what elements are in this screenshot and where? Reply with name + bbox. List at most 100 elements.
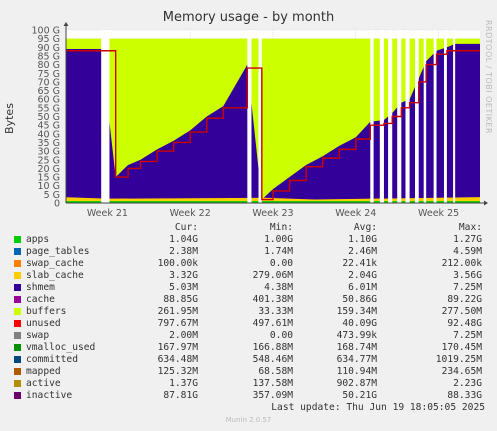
legend-name: slab_cache [26,270,84,281]
data-gap [379,30,384,203]
legend-max: 89.22G [447,294,482,305]
legend-min: 4.38M [264,282,293,293]
legend-row-buffers: buffers 261.95M 33.33M 159.34M 277.50M [12,306,492,318]
header-avg: Avg: [353,222,377,233]
y-tick-label: 60 G [38,95,60,106]
legend-swatch [14,296,21,303]
legend-swatch [14,356,21,363]
x-tick-label: Week 21 [87,208,128,219]
y-tick-label: 50 G [38,112,60,123]
legend-name: buffers [26,306,67,317]
y-tick-label: 35 G [38,138,60,149]
header-min: Min: [269,222,293,233]
legend-min: 0.00 [269,258,293,269]
legend-row-active: active 1.37G 137.58M 902.87M 2.23G [12,378,492,390]
legend-avg: 2.46M [348,246,377,257]
legend-avg: 634.77M [336,354,377,365]
legend-max: 92.48G [447,318,482,329]
legend-swatch [14,344,21,351]
chart-title: Memory usage - by month [162,10,335,25]
legend: Cur: Min: Avg: Max: apps 1.04G 1.00G 1.10G 1… [12,222,492,402]
data-gap [247,30,252,203]
x-tick-label: Week 23 [252,208,293,219]
legend-max: 88.33G [447,390,482,401]
legend-max: 7.25M [453,330,482,341]
y-tick-label: 75 G [38,69,60,80]
legend-max: 277.50M [441,306,482,317]
y-tick-label: 70 G [38,77,60,88]
last-update: Last update: Thu Jun 19 18:05:05 2025 [271,402,485,413]
data-gap [453,30,456,203]
legend-avg: 2.04G [348,270,377,281]
legend-max: 4.59M [453,246,482,257]
legend-swatch [14,284,21,291]
legend-min: 137.58M [252,378,293,389]
legend-swatch [14,236,21,243]
legend-cur: 88.85G [163,294,198,305]
legend-row-inactive: inactive 87.81G 357.09M 50.21G 88.33G [12,390,492,402]
legend-name: inactive [26,390,73,401]
legend-row-apps: apps 1.04G 1.00G 1.10G 1.27G [12,234,492,246]
x-axis-arrow [484,200,488,206]
y-tick-label: 25 G [38,155,60,166]
legend-row-unused: unused 797.67M 497.61M 40.09G 92.48G [12,318,492,330]
data-gap [101,30,110,203]
legend-name: vmalloc_used [26,342,96,353]
legend-min: 68.58M [258,366,293,377]
legend-cur: 3.32G [169,270,198,281]
data-gap [423,30,427,203]
y-tick-label: 40 G [38,129,60,140]
y-axis-arrow [63,22,69,26]
legend-min: 497.61M [252,318,293,329]
legend-min: 1.00G [264,234,293,245]
legend-swatch [14,332,21,339]
legend-max: 212.00k [441,258,482,269]
legend-max: 1019.25M [435,354,482,365]
y-tick-label: 90 G [38,43,60,54]
legend-cur: 100.00k [157,258,198,269]
legend-cur: 125.32M [157,366,198,377]
legend-cur: 797.67M [157,318,198,329]
x-tick-label: Week 22 [170,208,211,219]
legend-row-page-tables: page_tables 2.38M 1.74M 2.46M 4.59M [12,246,492,258]
y-tick-label: 65 G [38,86,60,97]
legend-avg: 168.74M [336,342,377,353]
legend-swatch [14,272,21,279]
legend-name: mapped [26,366,61,377]
legend-row-slab-cache: slab_cache 3.32G 279.06M 2.04G 3.56G [12,270,492,282]
legend-avg: 50.21G [342,390,377,401]
legend-name: swap [26,330,50,341]
legend-swatch [14,248,21,255]
legend-cur: 87.81G [163,390,198,401]
data-gap [443,30,447,203]
y-tick-label: 95 G [38,34,60,45]
legend-avg: 50.86G [342,294,377,305]
legend-avg: 1.10G [348,234,377,245]
legend-cur: 167.97M [157,342,198,353]
legend-min: 0.00 [269,330,293,341]
legend-max: 3.56G [453,270,482,281]
legend-max: 7.25M [453,282,482,293]
y-tick-label: 5 G [44,190,60,201]
legend-name: shmem [26,282,55,293]
legend-row-committed: committed 634.48M 548.46M 634.77M 1019.25M [12,354,492,366]
legend-name: committed [26,354,78,365]
data-gap [370,30,374,203]
legend-avg: 40.09G [342,318,377,329]
legend-header: Cur: Min: Avg: Max: [12,222,492,234]
legend-name: unused [26,318,61,329]
legend-min: 166.88M [252,342,293,353]
legend-cur: 634.48M [157,354,198,365]
y-tick-label: 30 G [38,147,60,158]
legend-cur: 2.00M [169,330,198,341]
legend-max: 170.45M [441,342,482,353]
legend-row-cache: cache 88.85G 401.38M 50.86G 89.22G [12,294,492,306]
legend-row-swap-cache: swap_cache 100.00k 0.00 22.41k 212.00k [12,258,492,270]
legend-avg: 159.34M [336,306,377,317]
y-tick-label: 100 G [31,26,60,37]
legend-swatch [14,260,21,267]
legend-cur: 261.95M [157,306,198,317]
y-tick-label: 80 G [38,60,60,71]
legend-name: cache [26,294,55,305]
